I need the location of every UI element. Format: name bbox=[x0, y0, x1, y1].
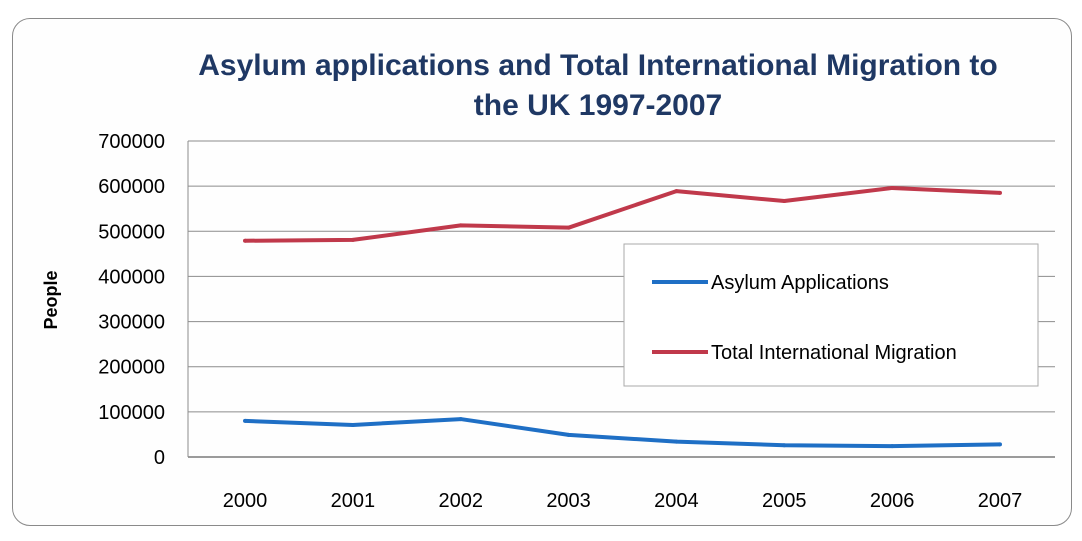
data-point bbox=[674, 440, 678, 444]
y-axis-title: People bbox=[41, 270, 61, 329]
y-tick-label: 100000 bbox=[98, 402, 165, 424]
chart-title-line-2: the UK 1997-2007 bbox=[474, 89, 722, 122]
data-point bbox=[674, 189, 678, 193]
x-tick-label: 2004 bbox=[654, 490, 699, 512]
y-tick-labels: 700000 600000 500000 400000 300000 200000 1000… bbox=[98, 131, 165, 469]
x-tick-labels: 2000 2001 2002 2003 2004 2005 2006 2007 bbox=[223, 490, 1023, 512]
data-point bbox=[567, 433, 571, 437]
x-tick-label: 2002 bbox=[438, 490, 483, 512]
data-point bbox=[998, 191, 1002, 195]
y-tick-label: 0 bbox=[154, 447, 165, 469]
y-tick-label: 300000 bbox=[98, 312, 165, 334]
series-line-asylum-applications bbox=[245, 419, 1000, 446]
data-point bbox=[459, 417, 463, 421]
data-point bbox=[890, 444, 894, 448]
chart-title-line-1: Asylum applications and Total Internatio… bbox=[198, 49, 998, 82]
data-point bbox=[243, 419, 247, 423]
data-point bbox=[782, 199, 786, 203]
y-tick-label: 600000 bbox=[98, 176, 165, 198]
series-line-total-international-migration bbox=[245, 188, 1000, 241]
y-tick-label: 200000 bbox=[98, 357, 165, 379]
legend-label-total-international-migration: Total International Migration bbox=[711, 342, 957, 364]
x-tick-label: 2006 bbox=[870, 490, 915, 512]
data-point bbox=[459, 223, 463, 227]
legend-label-asylum-applications: Asylum Applications bbox=[711, 272, 889, 294]
x-tick-label: 2001 bbox=[331, 490, 376, 512]
y-tick-label: 500000 bbox=[98, 221, 165, 243]
x-tick-label: 2005 bbox=[762, 490, 807, 512]
y-tick-label: 700000 bbox=[98, 131, 165, 153]
data-point bbox=[782, 443, 786, 447]
data-point bbox=[567, 226, 571, 230]
data-point bbox=[351, 238, 355, 242]
x-tick-label: 2003 bbox=[546, 490, 591, 512]
data-point bbox=[351, 423, 355, 427]
data-point bbox=[998, 442, 1002, 446]
legend: Asylum Applications Total International … bbox=[624, 244, 1038, 386]
y-tick-label: 400000 bbox=[98, 266, 165, 288]
data-point bbox=[243, 239, 247, 243]
x-tick-label: 2007 bbox=[978, 490, 1023, 512]
x-tick-label: 2000 bbox=[223, 490, 268, 512]
data-point bbox=[890, 186, 894, 190]
legend-box bbox=[624, 244, 1038, 386]
